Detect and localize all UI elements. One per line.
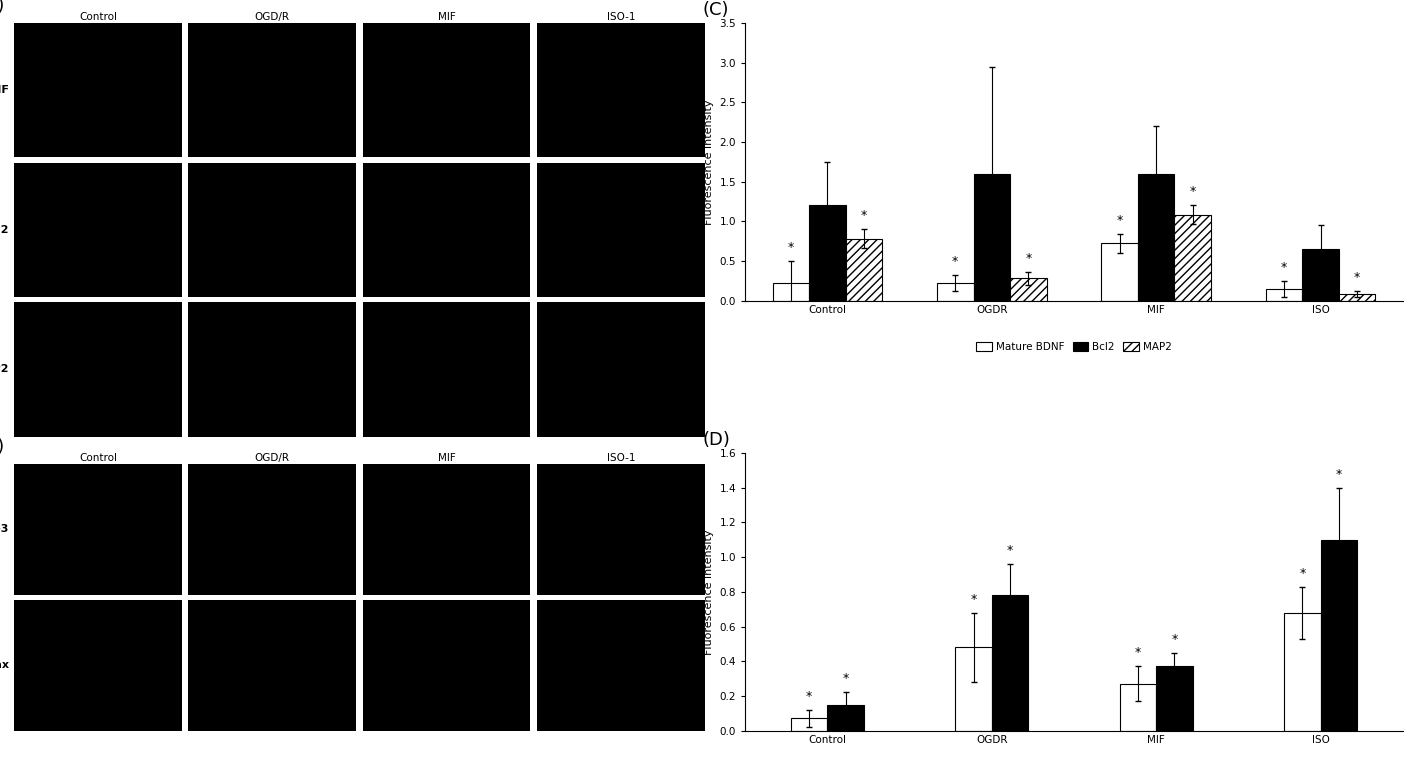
Y-axis label: Caspase3: Caspase3 [0,524,9,534]
Bar [1265,288,1302,301]
Y-axis label: Bax: Bax [0,660,9,670]
Bar [1321,540,1357,731]
Bar [1156,667,1193,731]
Text: *: * [1135,647,1141,660]
Bar [1010,278,1047,301]
Text: *: * [806,690,812,703]
Title: ISO-1: ISO-1 [606,12,635,22]
Text: (B): (B) [0,438,6,456]
Title: Control: Control [79,453,118,463]
Bar [937,283,973,301]
Y-axis label: Bcl2: Bcl2 [0,225,9,235]
Text: *: * [1336,468,1342,481]
Y-axis label: MAP2: MAP2 [0,365,9,375]
Text: *: * [843,672,849,685]
Bar [992,595,1029,731]
Y-axis label: Fluorescence intensity: Fluorescence intensity [704,99,714,225]
Bar [1284,613,1321,731]
Text: *: * [1026,252,1032,265]
Title: Control: Control [79,12,118,22]
Bar [1138,174,1175,301]
Bar [1119,684,1156,731]
Legend: Mature BDNF, Bcl2, MAP2: Mature BDNF, Bcl2, MAP2 [972,338,1176,356]
Title: OGD/R: OGD/R [255,12,290,22]
Text: *: * [1117,214,1122,227]
Bar [828,704,864,731]
Bar [955,647,992,731]
Text: *: * [952,255,958,268]
Bar [791,718,828,731]
Y-axis label: Fluorescence intensity: Fluorescence intensity [704,529,714,654]
Text: (C): (C) [703,2,730,19]
Bar [1339,295,1376,301]
Title: OGD/R: OGD/R [255,453,290,463]
Text: *: * [1281,261,1287,274]
Bar [973,174,1010,301]
Bar [1302,249,1339,301]
Text: *: * [788,241,794,254]
Bar [809,205,846,301]
Title: MIF: MIF [438,12,455,22]
Text: (D): (D) [703,431,731,449]
Bar [846,238,883,301]
Text: *: * [1007,544,1013,558]
Bar [772,283,809,301]
Text: (A): (A) [0,0,6,15]
Y-axis label: Mature BDNF: Mature BDNF [0,85,9,95]
Bar [1175,215,1212,301]
Text: *: * [1299,567,1305,580]
Text: *: * [971,593,976,606]
Text: *: * [1172,633,1178,646]
Title: MIF: MIF [438,453,455,463]
Text: *: * [860,209,867,222]
Text: *: * [1190,185,1196,198]
Text: *: * [1355,271,1360,284]
Title: ISO-1: ISO-1 [606,453,635,463]
Bar [1101,244,1138,301]
